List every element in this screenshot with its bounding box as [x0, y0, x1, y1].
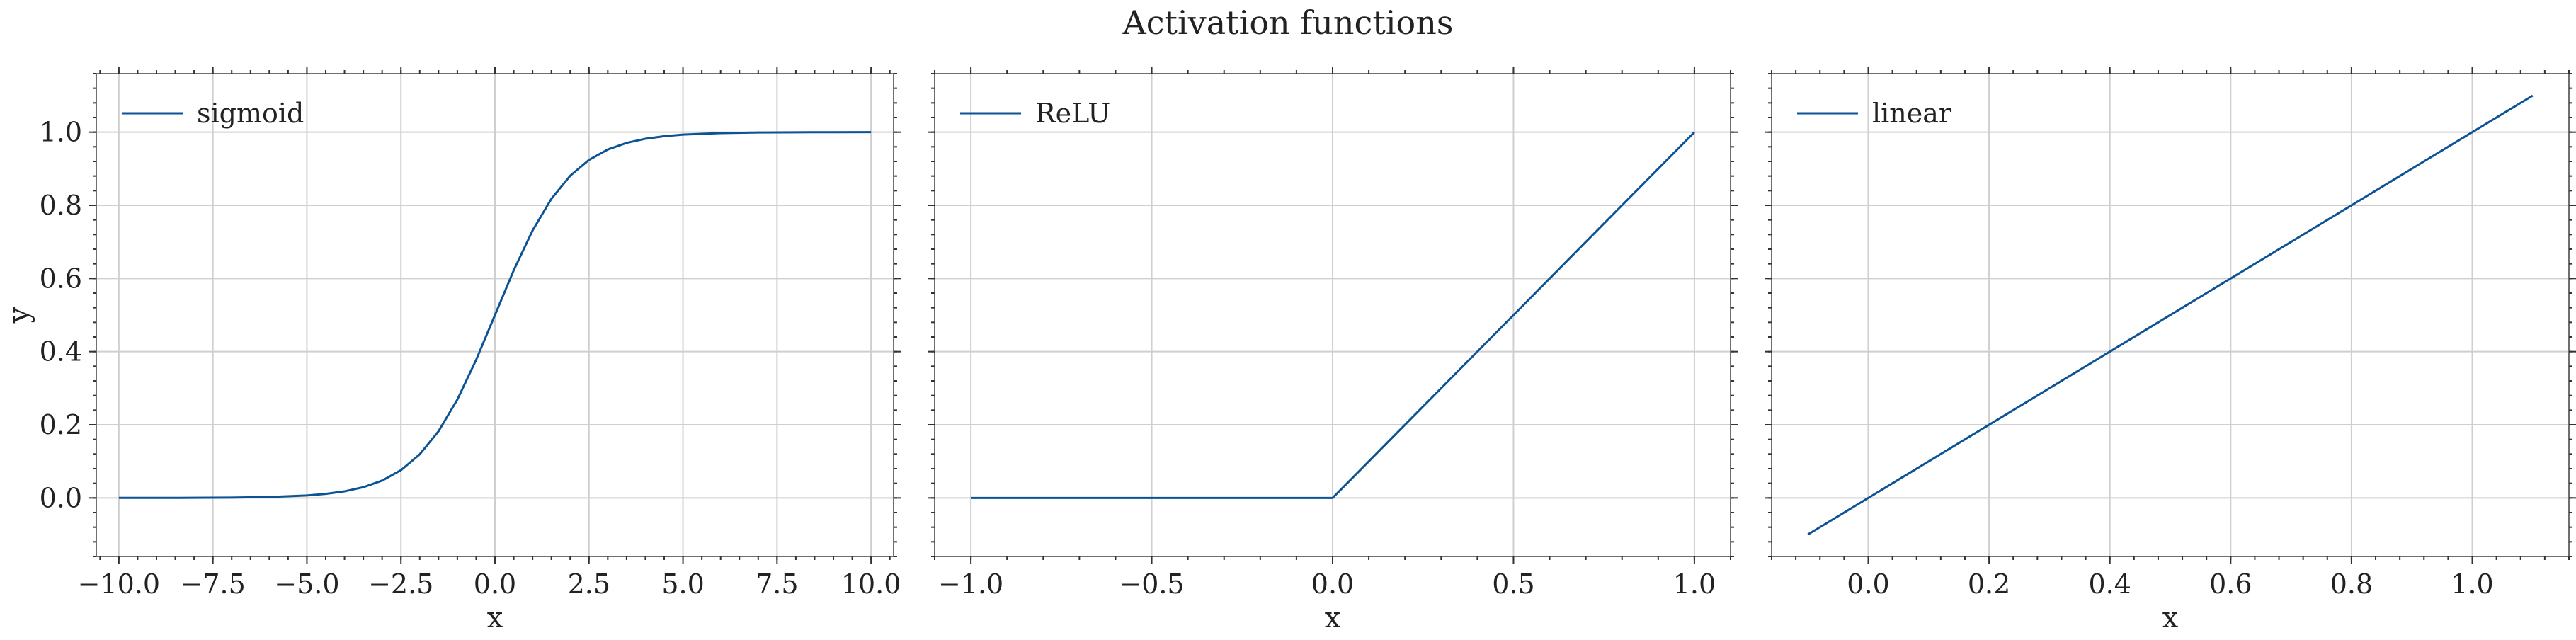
x-tick-label: −2.5 [368, 568, 433, 600]
series-line-relu [971, 131, 1695, 499]
y-tick-label: 0.0 [40, 482, 82, 513]
x-tick-label: 0.0 [1847, 568, 1889, 600]
x-tick-label: −5.0 [274, 568, 339, 600]
x-tick-label: −0.5 [1119, 568, 1184, 600]
series-line-linear [1807, 94, 2534, 536]
y-tick-label: 0.8 [40, 190, 82, 221]
x-tick-label: 7.5 [756, 568, 798, 600]
x-tick-label: −7.5 [181, 568, 246, 600]
figure-title: Activation functions [1122, 4, 1454, 42]
x-tick-label: 0.4 [2088, 568, 2131, 600]
x-tick-label: 10.0 [841, 568, 901, 600]
legend-label: ReLU [1035, 98, 1110, 129]
y-axis-label: y [3, 307, 35, 324]
chart-panel-2: −1.0 −0.5 0.0 0.5 1.0 x ReLU [928, 67, 1738, 634]
x-tick-label: 5.0 [661, 568, 704, 600]
x-tick-label: 0.8 [2330, 568, 2373, 600]
x-tick-label: 1.0 [2451, 568, 2493, 600]
x-tick-label: 0.0 [474, 568, 516, 600]
x-tick-label: 0.2 [1968, 568, 2010, 600]
x-tick-label: −1.0 [938, 568, 1003, 600]
x-axis-label: x [1325, 602, 1341, 634]
y-tick-label: 0.2 [40, 409, 82, 440]
y-tick-label: 0.4 [40, 336, 82, 367]
x-tick-label: 2.5 [568, 568, 610, 600]
legend-label: linear [1872, 98, 1952, 129]
chart-panel-3: 0.0 0.2 0.4 0.6 0.8 1.0 x linear [1765, 67, 2576, 634]
x-tick-label: 1.0 [1673, 568, 1716, 600]
legend-label: sigmoid [197, 98, 304, 129]
x-tick-label: 0.6 [2209, 568, 2252, 600]
x-tick-label: −10.0 [78, 568, 160, 600]
x-tick-label: 0.5 [1492, 568, 1534, 600]
axes-frame [1771, 73, 2570, 557]
x-axis-label: x [2162, 602, 2179, 634]
chart-panel-1: −10.0 −7.5 −5.0 −2.5 0.0 2.5 5.0 7.5 10.0 0.0 0.2 0… [3, 67, 901, 634]
x-tick-label: 0.0 [1311, 568, 1354, 600]
y-tick-label: 0.6 [40, 263, 82, 294]
x-axis-label: x [487, 602, 503, 634]
series-line-sigmoid [118, 131, 872, 499]
y-tick-label: 1.0 [40, 117, 82, 148]
